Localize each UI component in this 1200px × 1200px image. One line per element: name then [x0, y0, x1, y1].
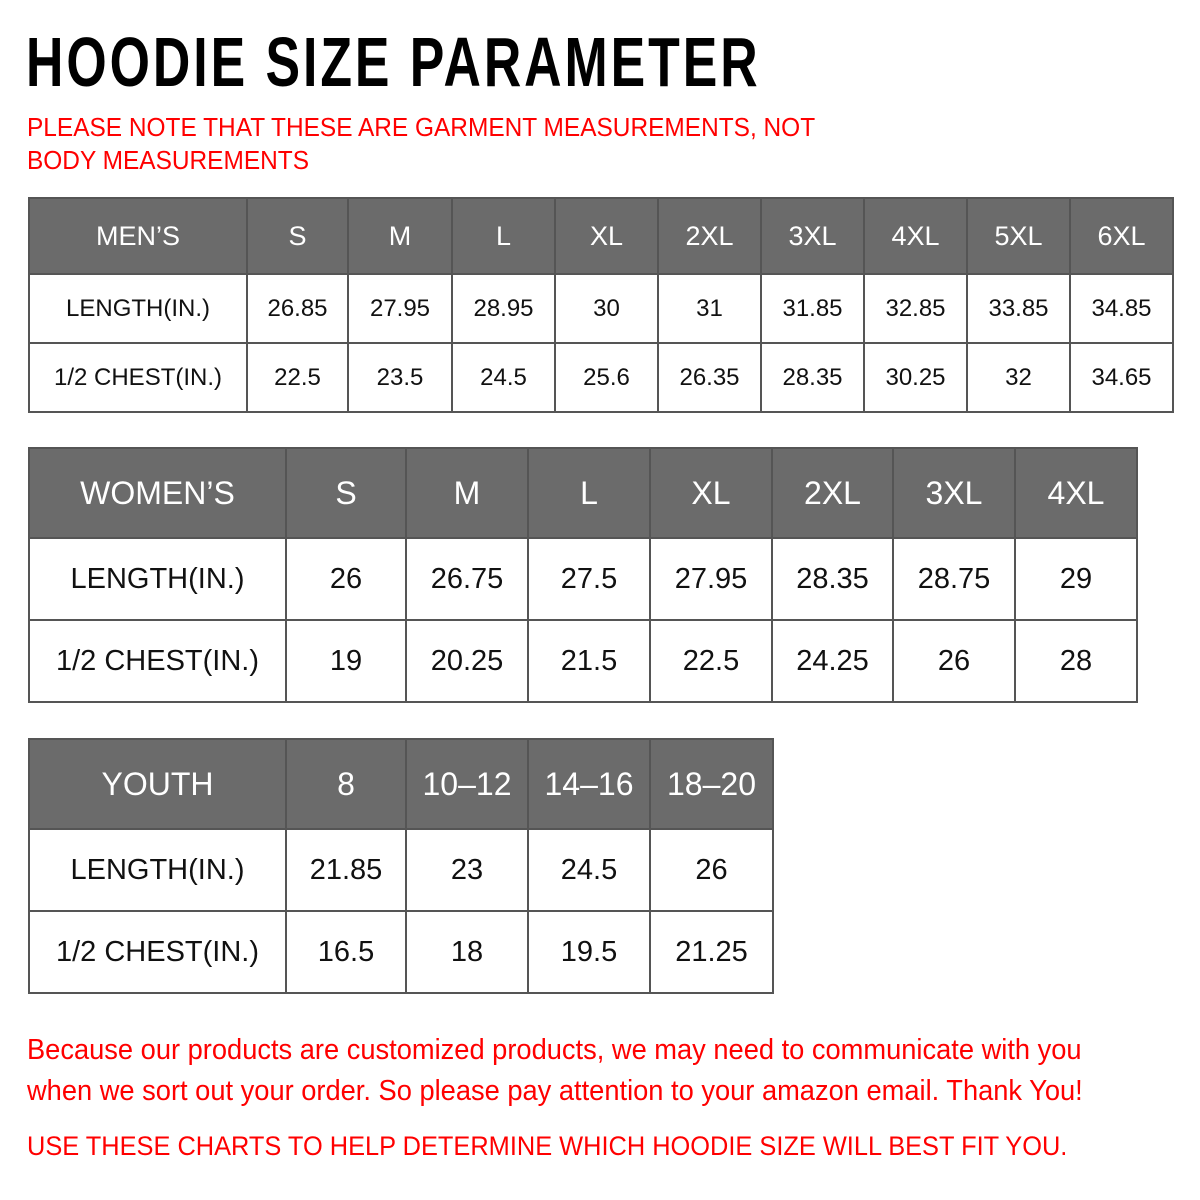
header-row-cell: L — [451, 197, 556, 275]
chest-row-cell: 25.6 — [554, 342, 659, 413]
header-row: MEN’S S M L XL 2XL 3XL 4XL 5XL 6XL — [28, 197, 1174, 275]
chest-row-cell: 21.25 — [649, 910, 774, 994]
header-row-cell: 3XL — [760, 197, 865, 275]
length-row-cell: 27.95 — [347, 273, 453, 344]
header-row-label: YOUTH — [28, 738, 287, 830]
chest-row-cell: 26 — [892, 619, 1016, 703]
header-row-cell: S — [285, 447, 407, 539]
length-row-cell: 29 — [1014, 537, 1138, 621]
customization-message: Because our products are customized prod… — [27, 1034, 1083, 1107]
length-row-cell: 26 — [649, 828, 774, 912]
header-row: WOMEN’S S M L XL 2XL 3XL 4XL — [28, 447, 1138, 539]
chest-row-cell: 28.35 — [760, 342, 865, 413]
length-row-cell: 33.85 — [966, 273, 1071, 344]
header-row-cell: XL — [554, 197, 659, 275]
length-row-label: LENGTH(IN.) — [28, 537, 287, 621]
length-row-cell: 28.95 — [451, 273, 556, 344]
youth-size-table: YOUTH 8 10–12 14–16 18–20 LENGTH(IN.) 21.85 23 2… — [28, 738, 774, 994]
chest-row-cell: 20.25 — [405, 619, 529, 703]
chest-row-cell: 34.65 — [1069, 342, 1174, 413]
length-row-cell: 23 — [405, 828, 529, 912]
length-row: LENGTH(IN.) 26.85 27.95 28.95 30 31 31.85 32.85… — [28, 273, 1174, 344]
measurement-note: PLEASE NOTE THAT THESE ARE GARMENT MEASU… — [27, 112, 815, 175]
length-row-cell: 26.75 — [405, 537, 529, 621]
length-row-cell: 31 — [657, 273, 762, 344]
length-row-label: LENGTH(IN.) — [28, 828, 287, 912]
header-row-cell: 6XL — [1069, 197, 1174, 275]
header-row-cell: 14–16 — [527, 738, 651, 830]
length-row-cell: 30 — [554, 273, 659, 344]
chest-row: 1/2 CHEST(IN.) 19 20.25 21.5 22.5 24.25 26 28 — [28, 619, 1138, 703]
chest-row-cell: 30.25 — [863, 342, 968, 413]
mens-size-table: MEN’S S M L XL 2XL 3XL 4XL 5XL 6XL LENGTH(IN.) 26.8… — [28, 197, 1174, 413]
length-row-cell: 28.35 — [771, 537, 894, 621]
chest-row-cell: 24.25 — [771, 619, 894, 703]
header-row-cell: M — [347, 197, 453, 275]
chest-row-cell: 19 — [285, 619, 407, 703]
length-row-cell: 34.85 — [1069, 273, 1174, 344]
length-row-cell: 27.95 — [649, 537, 773, 621]
womens-size-table: WOMEN’S S M L XL 2XL 3XL 4XL LENGTH(IN.) 26 26.75 2… — [28, 447, 1138, 703]
header-row-cell: 5XL — [966, 197, 1071, 275]
chest-row-cell: 32 — [966, 342, 1071, 413]
length-row-cell: 27.5 — [527, 537, 651, 621]
length-row-label: LENGTH(IN.) — [28, 273, 248, 344]
chest-row-label: 1/2 CHEST(IN.) — [28, 910, 287, 994]
header-row-cell: XL — [649, 447, 773, 539]
length-row-cell: 28.75 — [892, 537, 1016, 621]
header-row-cell: 2XL — [657, 197, 762, 275]
length-row-cell: 24.5 — [527, 828, 651, 912]
length-row-cell: 21.85 — [285, 828, 407, 912]
header-row-cell: 8 — [285, 738, 407, 830]
chest-row-cell: 19.5 — [527, 910, 651, 994]
header-row-label: WOMEN’S — [28, 447, 287, 539]
length-row-cell: 26.85 — [246, 273, 349, 344]
chest-row-cell: 28 — [1014, 619, 1138, 703]
header-row-cell: S — [246, 197, 349, 275]
header-row-label: MEN’S — [28, 197, 248, 275]
header-row-cell: M — [405, 447, 529, 539]
header-row-cell: 10–12 — [405, 738, 529, 830]
chest-row-cell: 23.5 — [347, 342, 453, 413]
chest-row-cell: 22.5 — [649, 619, 773, 703]
header-row: YOUTH 8 10–12 14–16 18–20 — [28, 738, 774, 830]
header-row-cell: 2XL — [771, 447, 894, 539]
length-row-cell: 26 — [285, 537, 407, 621]
chest-row-cell: 24.5 — [451, 342, 556, 413]
chest-row-label: 1/2 CHEST(IN.) — [28, 619, 287, 703]
header-row-cell: 4XL — [863, 197, 968, 275]
size-instruction: USE THESE CHARTS TO HELP DETERMINE WHICH… — [27, 1131, 1068, 1161]
length-row: LENGTH(IN.) 21.85 23 24.5 26 — [28, 828, 774, 912]
chest-row-cell: 18 — [405, 910, 529, 994]
length-row-cell: 32.85 — [863, 273, 968, 344]
length-row: LENGTH(IN.) 26 26.75 27.5 27.95 28.35 28.75 29 — [28, 537, 1138, 621]
length-row-cell: 31.85 — [760, 273, 865, 344]
chest-row-cell: 26.35 — [657, 342, 762, 413]
chest-row: 1/2 CHEST(IN.) 22.5 23.5 24.5 25.6 26.35 28.35… — [28, 342, 1174, 413]
header-row-cell: 4XL — [1014, 447, 1138, 539]
page-title: HOODIE SIZE PARAMETER — [26, 23, 761, 101]
header-row-cell: 3XL — [892, 447, 1016, 539]
header-row-cell: L — [527, 447, 651, 539]
chest-row-cell: 16.5 — [285, 910, 407, 994]
header-row-cell: 18–20 — [649, 738, 774, 830]
chest-row-cell: 21.5 — [527, 619, 651, 703]
chest-row: 1/2 CHEST(IN.) 16.5 18 19.5 21.25 — [28, 910, 774, 994]
chest-row-cell: 22.5 — [246, 342, 349, 413]
chest-row-label: 1/2 CHEST(IN.) — [28, 342, 248, 413]
